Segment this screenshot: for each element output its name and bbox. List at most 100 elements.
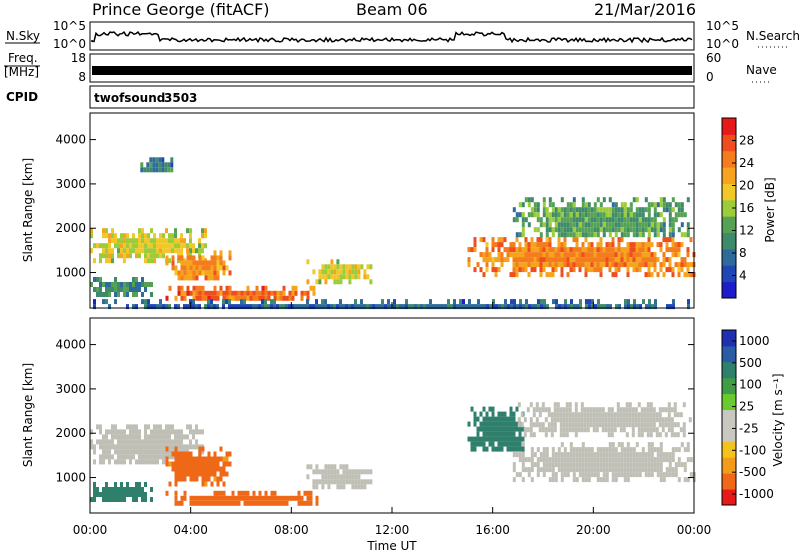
heatmap-cell [592,412,596,418]
heatmap-cell [165,456,169,462]
heatmap-cell [647,267,651,273]
heatmap-cell [357,479,361,485]
heatmap-cell [550,422,554,428]
heatmap-cell [529,422,533,428]
heatmap-cell [611,462,615,468]
heatmap-cell [590,257,594,263]
heatmap-cell [539,252,543,258]
heatmap-cell [659,197,663,203]
heatmap-cell [671,217,675,223]
heatmap-cell [613,427,617,433]
heatmap-cell [152,162,156,168]
colorbar-swatch [722,489,736,506]
heatmap-cell [585,299,588,305]
heatmap-cell [649,412,653,418]
heatmap-cell [159,253,162,259]
heatmap-cell [638,462,642,468]
heatmap-cell [210,260,214,266]
time-x-label: Time UT [366,539,417,553]
heatmap-cell [566,272,570,278]
heatmap-cell [297,304,300,310]
heatmap-cell [117,487,120,492]
heatmap-cell [297,500,301,506]
heatmap-cell [643,417,647,423]
heatmap-cell [535,422,539,428]
heatmap-cell [513,299,516,305]
heatmap-cell [620,462,624,468]
heatmap-cell [683,257,687,263]
heatmap-cell [602,462,606,468]
heatmap-cell [623,252,627,258]
heatmap-cell [647,447,651,453]
heatmap-cell [189,275,193,281]
heatmap-cell [273,304,276,310]
heatmap-cell [562,427,566,433]
heatmap-cell [581,262,585,268]
heatmap-cell [548,222,552,228]
heatmap-cell [610,422,614,428]
heatmap-cell [590,457,594,463]
heatmap-cell [120,287,123,292]
heatmap-cell [500,421,504,427]
heatmap-cell [627,299,630,305]
heatmap-cell [668,212,672,218]
heatmap-cell [135,243,138,249]
heatmap-cell [563,452,567,458]
heatmap-cell [303,500,307,506]
heatmap-cell [138,487,141,492]
heatmap-cell [473,421,477,427]
heatmap-cell [210,456,214,462]
heatmap-cell [147,449,150,455]
heatmap-cell [138,238,141,244]
heatmap-cell [213,490,217,496]
heatmap-cell [590,247,594,253]
heatmap-cell [180,238,183,244]
heatmap-cell [542,457,546,463]
heatmap-cell [264,495,268,501]
heatmap-cell [509,436,513,442]
heatmap-cell [249,495,253,501]
heatmap-cell [590,267,594,273]
power-heatmap [90,157,696,310]
noise-sky-label: N.Sky [6,29,40,43]
heatmap-cell [623,232,627,238]
heatmap-cell [644,227,648,233]
heatmap-cell [162,434,165,440]
heatmap-cell [177,258,180,264]
heatmap-cell [497,431,501,437]
heatmap-cell [327,474,331,480]
heatmap-cell [515,262,519,268]
heatmap-cell [545,257,549,263]
heatmap-cell [240,295,244,301]
heatmap-cell [500,237,504,243]
heatmap-cell [237,490,241,496]
heatmap-cell [90,248,93,254]
heatmap-cell [524,237,528,243]
heatmap-cell [539,452,543,458]
heatmap-cell [644,217,648,223]
heatmap-cell [198,260,202,266]
heatmap-cell [366,274,370,280]
heatmap-cell [357,269,361,275]
heatmap-cell [683,462,687,468]
heatmap-cell [330,469,334,475]
heatmap-cell [159,243,162,249]
heatmap-cell [671,267,675,273]
heatmap-cell [592,427,596,433]
heatmap-cell [586,422,590,428]
heatmap-cell [180,260,184,266]
heatmap-cell [662,232,666,238]
heatmap-cell [575,252,579,258]
heatmap-cell [599,447,603,453]
heatmap-cell [462,304,465,310]
heatmap-cell [602,227,606,233]
heatmap-cell [545,467,549,473]
heatmap-cell [576,304,579,310]
heatmap-cell [629,202,633,208]
heatmap-cell [620,217,624,223]
heatmap-cell [581,242,585,248]
heatmap-cell [586,412,590,418]
heatmap-cell [345,479,349,485]
heatmap-cell [192,295,196,301]
heatmap-cell [186,228,189,234]
